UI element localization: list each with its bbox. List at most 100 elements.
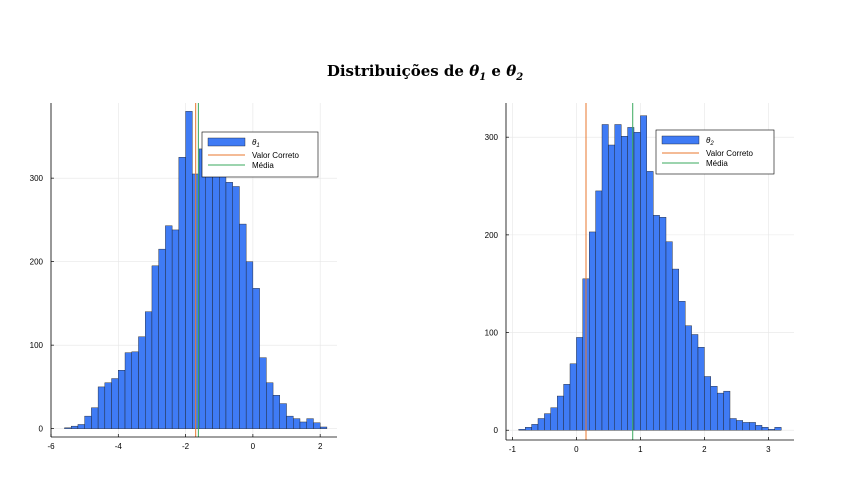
histogram-bar bbox=[145, 311, 153, 429]
x-tick-label: 2 bbox=[318, 442, 323, 451]
histogram-bar bbox=[774, 427, 782, 431]
histogram-bar bbox=[717, 392, 724, 431]
histogram-bar bbox=[219, 173, 227, 429]
histogram-bar bbox=[608, 144, 616, 431]
legend-label-theta: θ1 bbox=[252, 138, 260, 149]
histogram-bar bbox=[91, 407, 99, 429]
histogram-bar bbox=[266, 382, 274, 429]
histogram-bar bbox=[77, 424, 85, 429]
x-tick-label: 0 bbox=[251, 442, 256, 451]
histogram-bar bbox=[653, 215, 660, 431]
histogram-bar bbox=[595, 190, 603, 431]
histogram-bar bbox=[633, 132, 641, 431]
histogram-bar bbox=[736, 420, 744, 431]
histogram-bar bbox=[97, 386, 106, 429]
y-tick-label: 100 bbox=[485, 329, 499, 338]
histogram-bar bbox=[525, 427, 532, 431]
histogram-bar bbox=[640, 115, 648, 431]
histogram-bar bbox=[171, 229, 180, 429]
histogram-bar bbox=[293, 418, 301, 429]
histogram-bar bbox=[165, 225, 173, 429]
x-tick-label: 0 bbox=[574, 445, 579, 454]
histogram-bar bbox=[691, 334, 699, 431]
histogram-bar bbox=[185, 111, 193, 429]
histogram-bar bbox=[550, 407, 558, 431]
y-tick-label: 200 bbox=[485, 231, 499, 240]
histogram-bar bbox=[158, 248, 166, 429]
histogram-bar bbox=[621, 136, 628, 431]
histogram-bar bbox=[761, 427, 769, 431]
histogram-bar bbox=[665, 241, 673, 431]
histogram-bar bbox=[563, 384, 571, 431]
histogram-bar bbox=[659, 217, 667, 431]
title-theta1: θ1 bbox=[469, 62, 487, 83]
histogram-bar bbox=[111, 378, 119, 429]
legend-label-theta: θ2 bbox=[706, 136, 714, 147]
histogram-bar bbox=[151, 265, 159, 429]
histogram-bar bbox=[704, 376, 712, 431]
histogram-bar bbox=[646, 171, 654, 431]
histogram-bar bbox=[697, 347, 705, 431]
histogram-bar bbox=[205, 161, 213, 429]
chart-title: Distribuições de θ1 e θ2 bbox=[326, 62, 524, 83]
y-tick-label: 0 bbox=[494, 426, 499, 435]
legend-label-media: Média bbox=[706, 159, 728, 168]
title-theta2: θ2 bbox=[506, 62, 524, 83]
legend-bar-swatch bbox=[207, 137, 246, 147]
histogram-bar bbox=[755, 425, 763, 431]
histogram-bar bbox=[225, 182, 233, 429]
histogram-bar bbox=[569, 363, 577, 431]
y-tick-label: 200 bbox=[30, 258, 44, 267]
histogram-bar bbox=[286, 415, 294, 429]
y-tick-label: 300 bbox=[485, 133, 499, 142]
x-tick-label: -6 bbox=[47, 442, 55, 451]
histogram-bar bbox=[306, 418, 314, 429]
histogram-bar bbox=[104, 382, 112, 429]
histogram-bar bbox=[279, 403, 287, 429]
histogram-bar bbox=[178, 157, 186, 429]
histogram-bar bbox=[64, 427, 72, 429]
histogram-bar bbox=[614, 124, 622, 431]
histogram-bar bbox=[589, 231, 596, 431]
y-tick-label: 300 bbox=[30, 174, 44, 183]
legend-label-subscript: 2 bbox=[709, 141, 714, 147]
x-tick-label: -2 bbox=[182, 442, 190, 451]
histogram-bar bbox=[232, 186, 240, 429]
histogram-bar bbox=[723, 390, 731, 431]
histogram-bar bbox=[685, 325, 692, 431]
histogram-bar bbox=[544, 413, 552, 431]
y-tick-label: 0 bbox=[39, 425, 44, 434]
histogram-bar bbox=[198, 148, 206, 429]
histogram-bar bbox=[576, 337, 584, 431]
y-tick-label: 100 bbox=[30, 341, 44, 350]
x-tick-label: -4 bbox=[115, 442, 123, 451]
histogram-bar bbox=[601, 124, 609, 431]
histogram-bar bbox=[239, 223, 247, 429]
legend-label-subscript: 1 bbox=[256, 143, 259, 149]
histogram-bar bbox=[124, 352, 132, 429]
histogram-bar bbox=[710, 386, 718, 431]
histogram-bar bbox=[313, 422, 321, 429]
histogram-bar bbox=[70, 425, 79, 429]
histogram-bar bbox=[272, 395, 280, 429]
legend-bar-swatch bbox=[661, 135, 700, 145]
legend-label-valor-correto: Valor Correto bbox=[252, 151, 300, 160]
x-tick-label: 2 bbox=[702, 445, 707, 454]
histogram-bar bbox=[319, 426, 328, 429]
histogram-bar bbox=[299, 421, 307, 429]
legend-label-media: Média bbox=[252, 161, 274, 170]
histogram-bar bbox=[531, 424, 539, 431]
histogram-bar bbox=[118, 370, 126, 429]
histogram-bar bbox=[557, 395, 564, 431]
x-tick-label: 3 bbox=[766, 445, 771, 454]
legend-label-valor-correto: Valor Correto bbox=[706, 149, 754, 158]
histogram-bar bbox=[259, 357, 267, 429]
histogram-bar bbox=[138, 336, 146, 429]
histogram-bar bbox=[729, 418, 737, 431]
histogram-bar bbox=[742, 422, 750, 431]
histogram-bar bbox=[131, 351, 139, 429]
histogram-bar bbox=[749, 422, 756, 431]
